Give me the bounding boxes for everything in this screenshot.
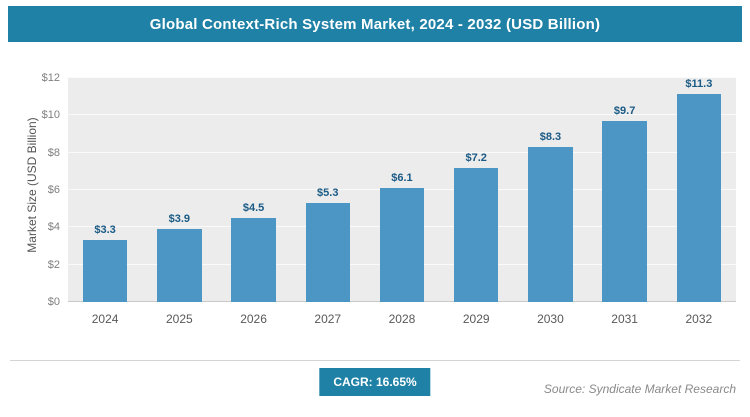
plot-area: $3.3 $3.9 $4.5 $5.3 $6.1 $7.2 $8.3 $9.7 $11.3 bbox=[68, 77, 736, 302]
bar bbox=[453, 167, 499, 302]
bar bbox=[157, 229, 202, 302]
bar bbox=[231, 218, 276, 302]
bar bbox=[305, 203, 351, 302]
x-tick-label: 2030 bbox=[537, 312, 564, 326]
gridline bbox=[68, 114, 736, 116]
bar bbox=[82, 240, 128, 302]
bar-column: $9.7 bbox=[588, 78, 662, 302]
y-tick-label: $4 bbox=[47, 221, 60, 234]
bar-column: $8.3 bbox=[513, 78, 587, 302]
x-tick-label: 2031 bbox=[611, 312, 638, 326]
x-tick-label: 2026 bbox=[240, 312, 267, 326]
x-tick-label: 2032 bbox=[685, 312, 713, 326]
bar-value-label: $3.3 bbox=[94, 224, 116, 237]
bar-value-label: $3.9 bbox=[168, 213, 191, 226]
x-tick-label: 2025 bbox=[165, 312, 193, 326]
bar-value-label: $8.3 bbox=[539, 131, 562, 144]
bar-column: $11.3 bbox=[662, 78, 736, 302]
y-axis-ticks: $0 $2 $4 $6 $8 $10 $12 bbox=[18, 72, 64, 308]
cagr-badge: CAGR: 16.65% bbox=[319, 368, 431, 396]
y-tick-label: $10 bbox=[41, 109, 60, 122]
bar-column: $7.2 bbox=[439, 78, 513, 302]
chart-title: Global Context-Rich System Market, 2024 … bbox=[149, 15, 601, 33]
y-tick-label: $2 bbox=[47, 258, 60, 271]
bar bbox=[379, 188, 425, 302]
x-tick-label: 2024 bbox=[91, 312, 119, 326]
y-tick-label: $0 bbox=[47, 296, 60, 308]
footer-divider bbox=[10, 360, 740, 361]
bar-column: $3.9 bbox=[142, 78, 216, 302]
gridline bbox=[68, 77, 736, 78]
x-axis-ticks: 2024 2025 2026 2027 2028 2029 2030 2031 2032 bbox=[68, 312, 736, 326]
bar bbox=[528, 147, 573, 302]
bar bbox=[602, 120, 647, 302]
bar-value-label: $7.2 bbox=[465, 151, 487, 164]
bar-value-label: $11.3 bbox=[685, 78, 713, 90]
bar-column: $3.3 bbox=[68, 78, 142, 302]
bar-value-label: $4.5 bbox=[242, 202, 265, 214]
y-tick-label: $12 bbox=[41, 72, 60, 84]
bar-value-label: $5.3 bbox=[317, 187, 339, 200]
gridline bbox=[68, 151, 736, 153]
y-tick-label: $6 bbox=[47, 184, 60, 196]
bar-value-label: $6.1 bbox=[391, 172, 413, 185]
bars-row: $3.3 $3.9 $4.5 $5.3 $6.1 $7.2 $8.3 $9.7 $11.3 bbox=[68, 78, 736, 302]
bar-column: $6.1 bbox=[365, 78, 439, 302]
x-tick-label: 2027 bbox=[314, 312, 342, 326]
x-tick-label: 2029 bbox=[462, 312, 490, 326]
bar-value-label: $9.7 bbox=[613, 104, 636, 117]
bar-column: $5.3 bbox=[291, 78, 365, 302]
x-tick-label: 2028 bbox=[388, 312, 416, 326]
source-text: Source: Syndicate Market Research bbox=[543, 382, 736, 396]
chart-title-bar: Global Context-Rich System Market, 2024 … bbox=[8, 6, 742, 42]
y-tick-label: $8 bbox=[47, 146, 60, 159]
bar-column: $4.5 bbox=[216, 78, 290, 302]
bar bbox=[676, 94, 722, 302]
